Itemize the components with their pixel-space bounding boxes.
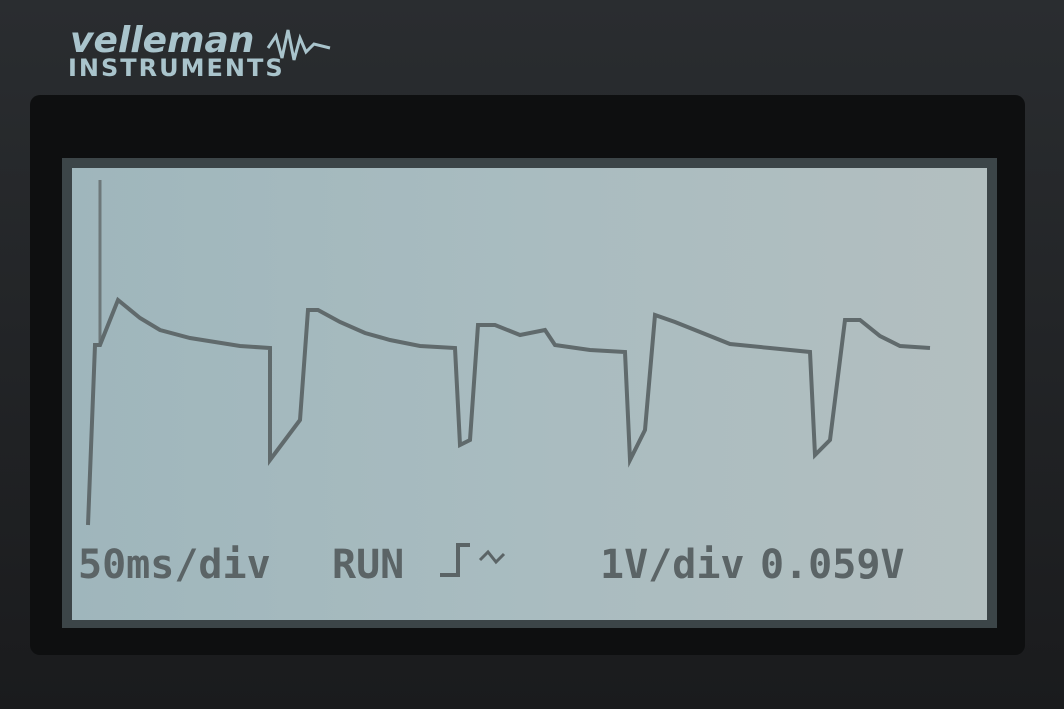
reading: 0.059V xyxy=(760,542,905,588)
coupling-icon xyxy=(478,549,506,565)
brand-name: velleman xyxy=(70,20,254,61)
waveform xyxy=(86,296,931,526)
run-mode: RUN xyxy=(332,542,404,588)
timebase: 50ms/div xyxy=(78,542,271,588)
brand-line: INSTRUMENTS xyxy=(68,54,285,82)
trigger-edge-icon xyxy=(440,543,470,577)
volts-per-div: 1V/div xyxy=(600,542,745,588)
brand-logo-wave xyxy=(266,29,331,61)
